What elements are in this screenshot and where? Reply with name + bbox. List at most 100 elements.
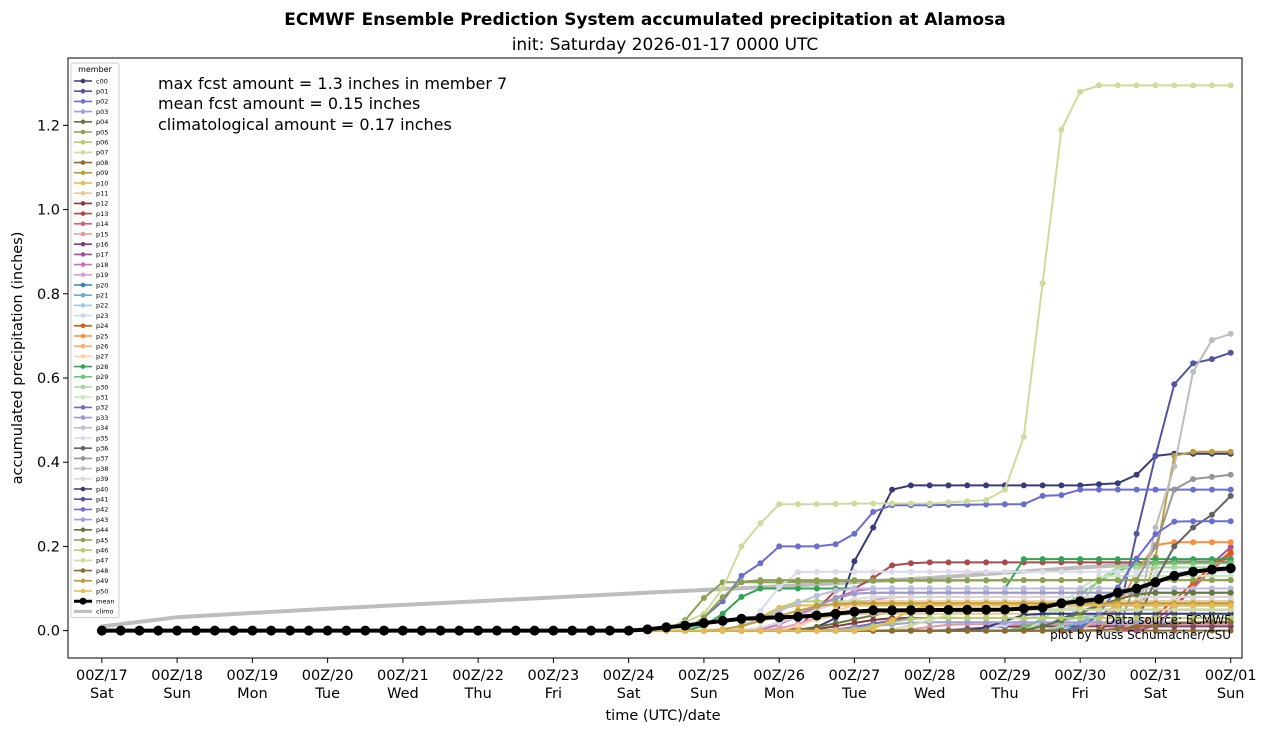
y-axis-label: accumulated precipitation (inches) — [10, 232, 26, 485]
series-p46-point — [1133, 615, 1140, 621]
series-p43-point — [964, 619, 971, 626]
legend-swatch-marker — [80, 190, 86, 196]
series-p28-point — [1190, 556, 1197, 563]
series-p31-point — [1227, 572, 1234, 579]
series-p50-point — [1096, 602, 1102, 609]
series-p35-point — [851, 568, 858, 575]
series-p42-point — [1190, 518, 1197, 525]
series-p48-point — [1020, 627, 1027, 634]
series-p45-point — [795, 577, 801, 584]
series-p07-point — [738, 543, 745, 550]
series-p45-point — [983, 577, 990, 584]
legend-label: p24 — [96, 322, 108, 330]
series-mean-point — [1169, 570, 1180, 581]
series-mean-point — [341, 625, 352, 636]
chart-title: ECMWF Ensemble Prediction System accumul… — [284, 10, 1005, 30]
series-p46-point — [1058, 615, 1065, 621]
series-p39-point — [964, 593, 971, 600]
x-tick-label: Mon — [237, 686, 268, 702]
series-mean-point — [285, 625, 295, 636]
series-p02-point — [983, 501, 990, 508]
series-p47-point — [1096, 606, 1102, 613]
series-p08-point — [1152, 627, 1159, 634]
legend-item-p03: p03 — [74, 108, 108, 116]
legend-label: p20 — [96, 281, 108, 289]
series-p43-point — [945, 619, 952, 626]
series-p49-point — [907, 600, 914, 607]
legend-swatch-marker — [80, 588, 86, 594]
series-p07-point — [1058, 126, 1065, 133]
legend-swatch-marker — [80, 435, 86, 441]
legend-item-p10: p10 — [74, 179, 108, 187]
legend-label: p47 — [96, 557, 108, 565]
series-p39-point — [1001, 593, 1008, 600]
series-p46-point — [1039, 615, 1046, 621]
series-p46-point — [1190, 615, 1197, 621]
series-mean-point — [999, 604, 1010, 615]
series-mean-point — [717, 615, 728, 626]
legend-item-p29: p29 — [74, 373, 108, 381]
legend-item-p13: p13 — [74, 210, 108, 218]
legend-swatch-marker — [80, 231, 86, 237]
series-p13-point — [907, 560, 914, 567]
series-p02-point — [1096, 486, 1102, 493]
legend-item-p38: p38 — [74, 465, 108, 473]
series-p34-point — [1096, 585, 1102, 592]
series-p28-point — [1171, 556, 1178, 563]
legend-label: p06 — [96, 139, 108, 147]
series-mean-point — [811, 610, 822, 621]
series-p35-point — [926, 568, 933, 575]
series-mean-point — [492, 625, 502, 636]
series-p39-point — [1227, 593, 1234, 600]
series-p39-point — [1020, 593, 1027, 600]
series-p43-point — [1133, 619, 1140, 626]
legend-swatch-marker — [80, 517, 86, 522]
series-p45-point — [719, 594, 726, 601]
series-mean-point — [96, 625, 107, 636]
series-p07-point — [945, 499, 952, 506]
x-tick-label: Wed — [387, 686, 419, 702]
series-p13-point — [926, 559, 933, 566]
legend-item-p23: p23 — [74, 312, 108, 320]
series-p07-point — [813, 501, 820, 508]
series-p46-point — [1020, 615, 1027, 621]
series-mean-point — [924, 605, 935, 615]
legend-swatch-marker — [80, 558, 86, 563]
series-p02-point — [738, 572, 745, 579]
series-p38-point — [1152, 524, 1159, 531]
series-p02-point — [1114, 486, 1121, 493]
legend-item-p45: p45 — [74, 536, 108, 544]
series-p46-point — [1114, 615, 1121, 621]
legend-label: p26 — [96, 343, 108, 351]
series-mean-point — [379, 625, 390, 636]
legend-swatch-marker — [80, 456, 86, 461]
series-mean-point — [1206, 564, 1217, 575]
legend-item-p20: p20 — [74, 281, 108, 289]
series-mean-point — [172, 625, 183, 636]
series-p24-point — [1227, 549, 1234, 556]
legend-item-p27: p27 — [74, 353, 108, 361]
legend-label: p11 — [96, 190, 108, 198]
series-p47-point — [1190, 606, 1197, 613]
legend-swatch-marker — [80, 313, 86, 318]
series-p07-point — [1171, 82, 1178, 89]
series-mean-point — [661, 622, 672, 633]
legend-item-p12: p12 — [74, 200, 108, 208]
series-p07-point — [1114, 82, 1121, 89]
series-p34-point — [832, 587, 839, 594]
legend-label: p21 — [96, 292, 108, 300]
series-c00-point — [907, 482, 914, 489]
legend-item-p49: p49 — [74, 577, 108, 585]
legend-swatch-marker — [80, 537, 86, 543]
series-p34-point — [813, 592, 820, 599]
series-p49-point — [738, 622, 745, 629]
series-mean-point — [586, 625, 596, 636]
series-c00-point — [1133, 471, 1140, 478]
series-p28-point — [795, 585, 801, 592]
series-p50-point — [851, 627, 858, 634]
series-p48-point — [907, 627, 914, 634]
legend-item-p17: p17 — [74, 251, 108, 259]
y-tick-label: 1.0 — [37, 203, 60, 219]
series-p31-point — [1114, 572, 1121, 579]
stats-annotation-max: max fcst amount = 1.3 inches in member 7 — [158, 74, 507, 93]
